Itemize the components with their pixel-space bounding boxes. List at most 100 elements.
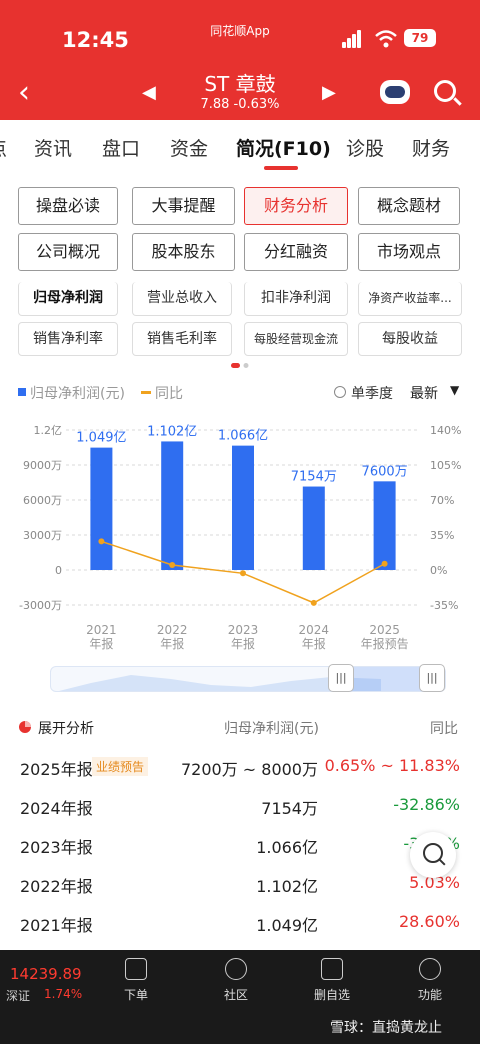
quarter-toggle-label[interactable]: 单季度 [351,386,393,402]
chip-revenue[interactable]: 营业总收入 [132,282,232,316]
battery-indicator: 79 [404,29,436,47]
btn-shareholders[interactable]: 股本股东 [132,233,235,271]
x-tick-label: 2021 [86,623,117,637]
tab-quote[interactable]: 点 [0,134,7,161]
bar-data-label: 1.102亿 [147,424,197,439]
x-tick-label: 2024 [299,623,330,637]
watermark: 雪球：直捣黄龙止 [330,1020,442,1036]
legend-bar-label: 归母净利润(元) [30,386,125,402]
row-yoy: 0.65% ~ 11.83% [324,756,460,775]
bar [373,481,396,570]
row-yoy: 5.03% [409,873,460,892]
tab-diagnosis[interactable]: 诊股 [346,138,385,160]
slider-handle-left[interactable]: ||| [328,664,354,692]
row-yoy: -32.86% [393,795,460,814]
tab-capital[interactable]: 资金 [170,138,209,160]
yoy-point [240,570,246,577]
yoy-point [169,561,176,568]
yoy-point [310,599,317,606]
legend-line-label: 同比 [155,386,183,402]
chart-range-slider[interactable] [50,666,446,692]
y-left-tick: -3000万 [19,599,62,612]
active-tab-indicator [264,166,298,170]
x-tick-label: 2022 [157,623,188,637]
tab-news[interactable]: 资讯 [34,138,73,160]
remove-watchlist-icon [321,958,343,980]
chip-eps[interactable]: 每股收益 [358,322,462,356]
expand-analysis-label[interactable]: 展开分析 [38,721,94,737]
index-name: 深证 [6,989,31,1003]
y-left-tick: 9000万 [23,459,62,472]
tab-finance[interactable]: 财务 [412,138,451,160]
col-net-profit-header: 归母净利润(元) [224,721,319,737]
stock-name: ST 章鼓 [204,72,276,96]
status-time: 12:45 [62,28,129,52]
yoy-point [381,560,388,567]
btn-market-views[interactable]: 市场观点 [358,233,460,271]
legend-bar-swatch [18,388,26,396]
legend-line-swatch [141,391,151,394]
next-stock-icon[interactable]: ▶ [322,82,336,103]
nav-remove-watchlist[interactable]: 删自选 [302,958,362,1003]
section-tabs: 点 资讯 盘口 资金 简况(F10) 诊股 财务 [0,122,480,172]
bar-data-label: 1.049亿 [76,431,126,446]
chip-roe[interactable]: 净资产收益率... [358,282,462,316]
x-tick-label: 2023 [228,623,259,637]
bar-data-label: 7600万 [362,464,408,479]
chip-net-margin[interactable]: 销售净利率 [18,322,118,356]
yoy-point [98,538,105,545]
btn-company-profile[interactable]: 公司概况 [18,233,118,271]
wifi-icon [375,30,397,48]
x-tick-label: 年报 [160,636,184,651]
top-header: 12:45 同花顺App 79 ‹ ◀ ST 章鼓 7.88 -0.63% ▶ [0,0,480,120]
bar [90,447,113,570]
btn-concepts[interactable]: 概念题材 [358,187,460,225]
row-net-profit: 1.102亿 [256,877,318,896]
y-left-tick: 1.2亿 [34,424,63,437]
x-tick-label: 2025 [369,623,400,637]
nav-community[interactable]: 社区 [206,958,266,1003]
btn-events[interactable]: 大事提醒 [132,187,235,225]
order-icon [125,958,147,980]
row-year: 2024年报 [20,799,93,818]
bar-data-label: 1.066亿 [218,429,268,444]
row-year: 2025年报 [20,760,93,779]
y-right-tick: -35% [430,599,458,612]
nav-functions-label: 功能 [417,988,442,1002]
prev-stock-icon[interactable]: ◀ [142,82,156,103]
search-icon[interactable] [434,80,456,102]
chip-operating-cashflow[interactable]: 每股经营现金流 [244,322,348,356]
chip-deducted-profit[interactable]: 扣非净利润 [244,282,348,316]
y-right-tick: 0% [430,564,447,577]
robot-assistant-icon[interactable] [380,80,410,104]
community-icon [225,958,247,980]
tab-orderbook[interactable]: 盘口 [102,138,141,160]
bar [232,445,254,570]
slider-handle-right[interactable]: ||| [419,664,445,692]
status-app-name: 同花顺App [210,24,270,38]
chip-net-profit[interactable]: 归母净利润 [18,282,118,316]
btn-financial-analysis[interactable]: 财务分析 [244,187,348,225]
btn-dividends[interactable]: 分红融资 [244,233,348,271]
bottom-bar: 14239.89 深证 1.74% 下单 社区 删自选 功能 [0,950,480,1044]
back-icon[interactable]: ‹ [18,75,30,110]
x-tick-label: 年报 [89,636,113,651]
range-dropdown-icon[interactable]: ▼ [450,383,460,397]
quarter-radio[interactable] [334,386,346,398]
x-tick-label: 年报 [302,636,326,651]
btn-trading-guide[interactable]: 操盘必读 [18,187,118,225]
chip-gross-margin[interactable]: 销售毛利率 [132,322,232,356]
row-net-profit: 7154万 [261,799,318,818]
tab-f10[interactable]: 简况(F10) [236,138,331,160]
nav-functions[interactable]: 功能 [400,958,460,1003]
range-select[interactable]: 最新 [410,386,438,402]
y-left-tick: 0 [55,564,62,577]
signal-icon [342,30,362,48]
expand-analysis-icon[interactable] [18,720,32,734]
nav-order[interactable]: 下单 [106,958,166,1003]
x-tick-label: 年报 [231,636,255,651]
row-year: 2023年报 [20,838,93,857]
floating-search-icon[interactable] [410,832,456,878]
bar [302,486,325,570]
net-profit-chart: 1.2亿 140% 9000万 105% 6000万 70% 3000万 35% 0 0% -300… [19,424,461,651]
